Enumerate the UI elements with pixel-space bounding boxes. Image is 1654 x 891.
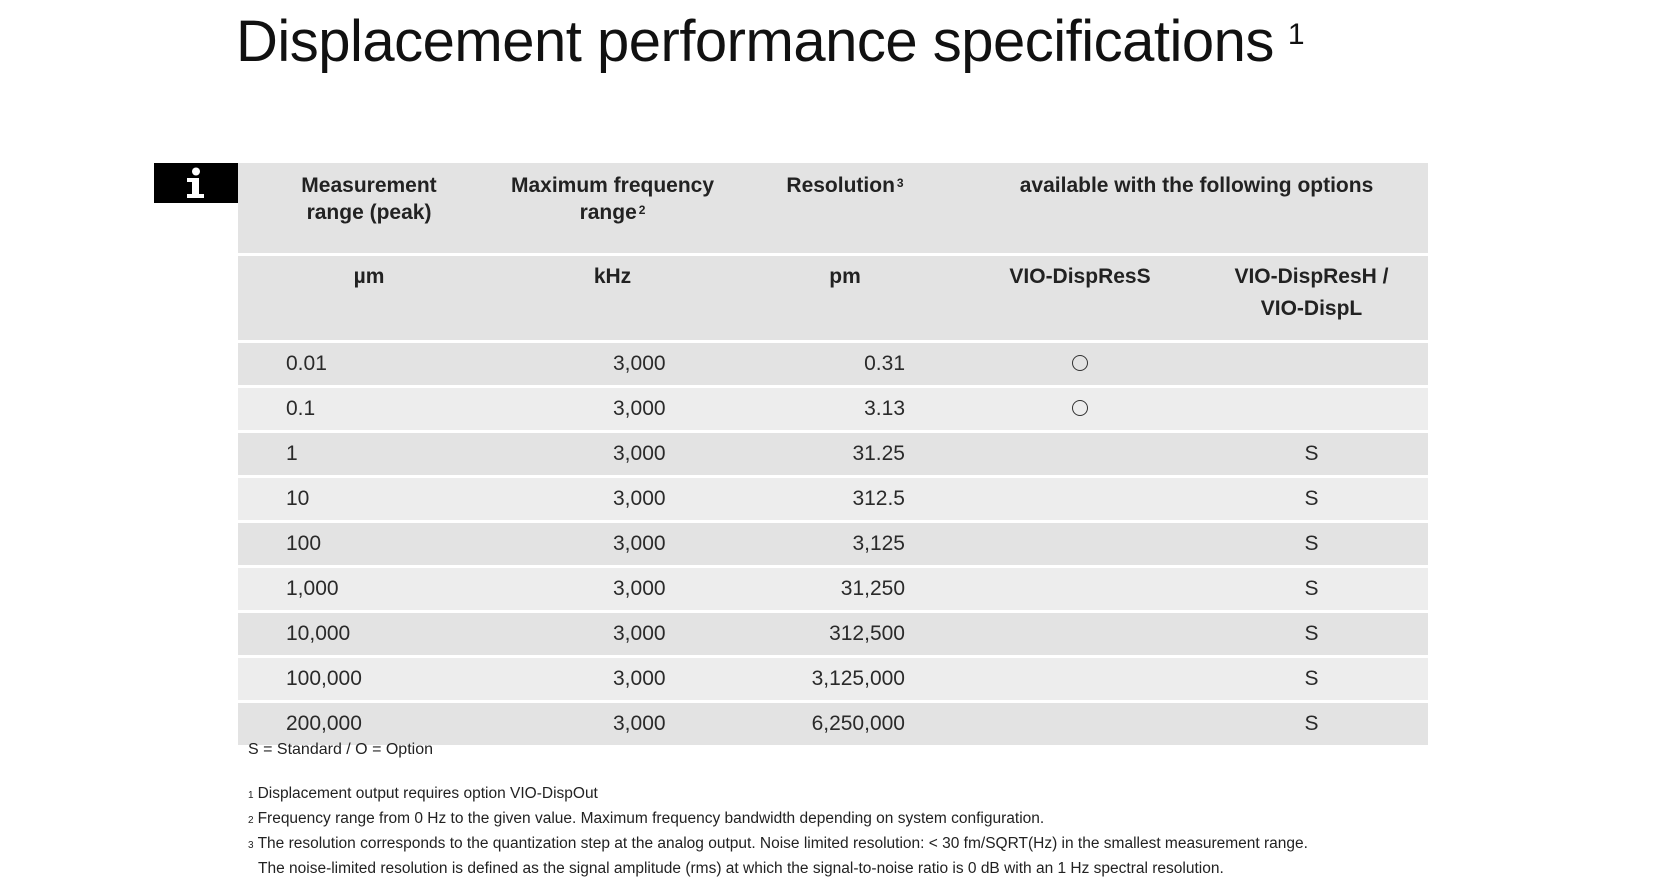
cell-freq: 3,000 [500,386,725,433]
header-res-label: Resolution [786,174,895,197]
cell-freq: 3,000 [500,701,725,748]
option-circle-icon [1072,355,1088,372]
spec-table: Measurement range (peak) Maximum frequen… [238,163,1429,748]
footnote-text: The resolution corresponds to the quanti… [257,835,1308,852]
footnote-3-continuation: The noise-limited resolution is defined … [258,860,1224,877]
cell-range: 100 [238,521,500,568]
option-dispress: VIO-DispResS [965,254,1195,343]
footnotes: 1 Displacement output requires option VIO… [248,781,1308,881]
cell-res: 3.13 [725,386,965,433]
table-units-row: µm kHz pm VIO-DispResS VIO-DispResH / VI… [238,254,1429,343]
cell-option-2 [1195,341,1429,388]
table-row: 100,000 3,000 3,125,000 S [238,656,1429,703]
footnote-number: 3 [248,840,254,851]
cell-res: 3,125,000 [725,656,965,703]
cell-range: 1 [238,431,500,478]
cell-res: 31,250 [725,566,965,613]
cell-range: 10,000 [238,611,500,658]
cell-range: 200,000 [238,701,500,748]
footnote-text: Frequency range from 0 Hz to the given v… [257,810,1045,827]
footnote-2: 2 Frequency range from 0 Hz to the given … [248,806,1308,831]
cell-res: 3,125 [725,521,965,568]
cell-freq: 3,000 [500,341,725,388]
cell-option-2: S [1195,566,1429,613]
header-res: Resolution 3 [725,163,965,256]
cell-range: 0.01 [238,341,500,388]
cell-option-2: S [1195,476,1429,523]
spec-table-body: 0.01 3,000 0.31 0.1 3,000 3.13 1 3,000 3… [238,341,1429,748]
header-freq-wrap: Maximum frequency range 2 [503,172,723,226]
unit-res: pm [725,254,965,343]
cell-option-2: S [1195,701,1429,748]
cell-range: 100,000 [238,656,500,703]
table-row: 10 3,000 312.5 S [238,476,1429,523]
legend-text: S = Standard / O = Option [248,741,433,758]
cell-freq: 3,000 [500,431,725,478]
unit-freq: kHz [500,254,725,343]
cell-freq: 3,000 [500,566,725,613]
option-dispresh-displ: VIO-DispResH / VIO-DispL [1195,254,1429,343]
cell-freq: 3,000 [500,521,725,568]
footnote-number: 2 [248,815,254,826]
header-range-label: Measurement range (peak) [301,174,437,224]
cell-res: 6,250,000 [725,701,965,748]
unit-range: µm [238,254,500,343]
table-row: 1 3,000 31.25 S [238,431,1429,478]
cell-option-2 [1195,386,1429,433]
cell-range: 0.1 [238,386,500,433]
page-title-text: Displacement performance specifications [236,9,1274,74]
cell-res: 31.25 [725,431,965,478]
cell-option-1 [965,521,1195,568]
table-row: 0.01 3,000 0.31 [238,341,1429,388]
cell-option-2: S [1195,521,1429,568]
cell-option-1 [965,611,1195,658]
header-freq: Maximum frequency range 2 [500,163,725,256]
cell-option-1 [965,341,1195,388]
table-row: 100 3,000 3,125 S [238,521,1429,568]
cell-option-1 [965,386,1195,433]
page-title-footnote-ref: 1 [1287,18,1305,51]
footnote-1: 1 Displacement output requires option VIO… [248,781,1308,806]
cell-res: 0.31 [725,341,965,388]
info-icon [187,167,204,198]
cell-range: 10 [238,476,500,523]
footnote-3: 3 The resolution corresponds to the quant… [248,831,1308,856]
header-freq-label: Maximum frequency range [510,174,715,224]
header-freq-footnote-ref: 2 [638,203,646,217]
table-row: 0.1 3,000 3.13 [238,386,1429,433]
cell-option-1 [965,431,1195,478]
info-badge [154,163,238,203]
cell-res: 312.5 [725,476,965,523]
spec-table-container: Measurement range (peak) Maximum frequen… [238,163,1429,748]
option-dispresh-displ-label: VIO-DispResH / VIO-DispL [1234,265,1389,320]
cell-option-1 [965,566,1195,613]
cell-range: 1,000 [238,566,500,613]
cell-option-1 [965,476,1195,523]
option-circle-icon [1072,400,1088,417]
cell-freq: 3,000 [500,656,725,703]
cell-option-2: S [1195,431,1429,478]
cell-option-1 [965,701,1195,748]
footnote-number: 1 [248,790,254,801]
footnote-text: Displacement output requires option VIO-… [257,785,598,802]
table-row: 1,000 3,000 31,250 S [238,566,1429,613]
header-available-options: available with the following options [965,163,1429,256]
cell-res: 312,500 [725,611,965,658]
cell-freq: 3,000 [500,611,725,658]
cell-option-2: S [1195,611,1429,658]
table-header-row: Measurement range (peak) Maximum frequen… [238,163,1429,256]
header-res-footnote-ref: 3 [896,176,904,190]
cell-option-2: S [1195,656,1429,703]
header-range: Measurement range (peak) [238,163,500,256]
table-row: 10,000 3,000 312,500 S [238,611,1429,658]
page-title: Displacement performance specifications 1 [236,8,1305,75]
cell-option-1 [965,656,1195,703]
cell-freq: 3,000 [500,476,725,523]
table-row: 200,000 3,000 6,250,000 S [238,701,1429,748]
